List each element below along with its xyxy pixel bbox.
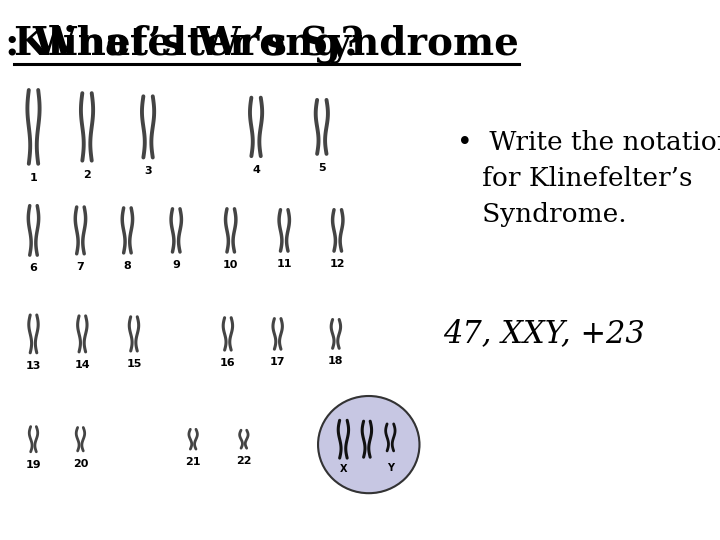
Text: 10: 10 <box>223 260 238 270</box>
Text: X: X <box>340 464 347 475</box>
Text: 5: 5 <box>318 163 325 173</box>
Text: 13: 13 <box>26 361 41 371</box>
Text: 17: 17 <box>270 357 285 367</box>
Text: 11: 11 <box>276 259 292 269</box>
Text: 8: 8 <box>124 261 131 271</box>
Text: Klinefelter’s Syndrome: Klinefelter’s Syndrome <box>0 539 1 540</box>
Text: 21: 21 <box>185 457 201 467</box>
Text: 9: 9 <box>172 260 180 270</box>
Text: : What’s Wrong?: : What’s Wrong? <box>4 24 363 63</box>
Text: 1: 1 <box>30 173 37 183</box>
Text: 12: 12 <box>330 259 346 269</box>
Text: 16: 16 <box>220 358 235 368</box>
Text: 7: 7 <box>76 262 84 272</box>
Text: 14: 14 <box>74 360 90 370</box>
Text: 4: 4 <box>252 165 260 175</box>
Circle shape <box>318 396 420 493</box>
Text: 6: 6 <box>30 263 37 273</box>
Text: Y: Y <box>387 463 394 472</box>
Text: 3: 3 <box>144 166 152 177</box>
Text: 22: 22 <box>236 456 251 467</box>
Text: Klinefelter’s Syndrome: Klinefelter’s Syndrome <box>14 24 519 63</box>
Text: 15: 15 <box>126 359 142 369</box>
Text: •  Write the notation
   for Klinefelter’s
   Syndrome.: • Write the notation for Klinefelter’s S… <box>457 130 720 227</box>
Text: 2: 2 <box>83 170 91 180</box>
Text: 19: 19 <box>26 460 41 470</box>
Text: 47, XXY, +23: 47, XXY, +23 <box>443 319 644 349</box>
Text: 18: 18 <box>328 356 343 367</box>
Text: 20: 20 <box>73 459 88 469</box>
